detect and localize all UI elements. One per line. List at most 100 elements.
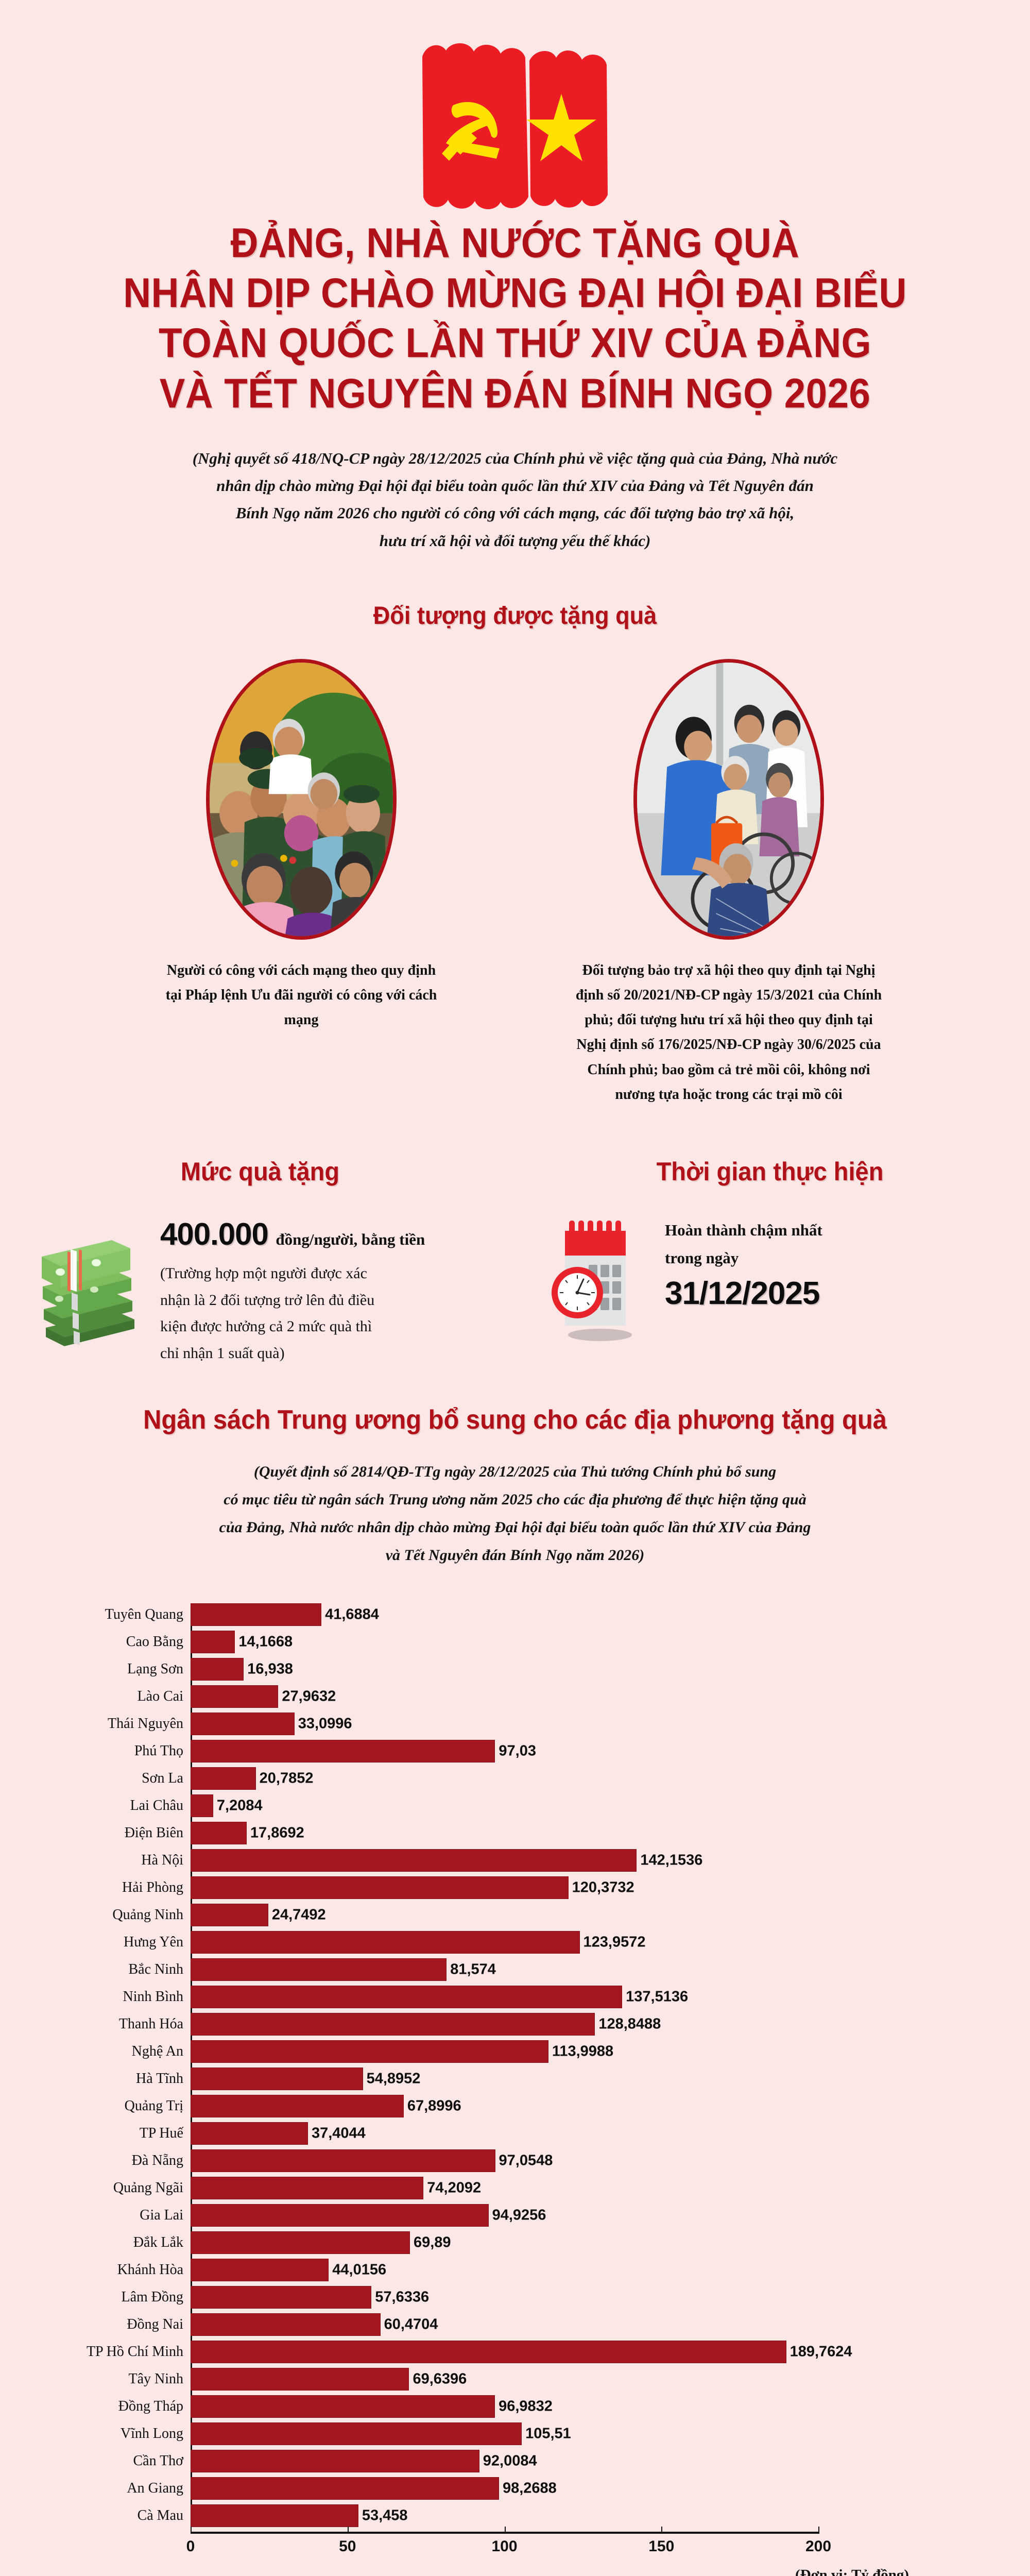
recipients-photo-row: Người có công với cách mạng theo quy địn… [0, 659, 1030, 1107]
chart-bar-row: Cần Thơ 92,0084 [0, 2450, 1030, 2473]
chart-bar [191, 2040, 548, 2063]
subtitle-line-4: hưu trí xã hội và đối tượng yếu thế khác… [379, 531, 651, 550]
chart-bar-label: Quảng Trị [124, 2098, 183, 2114]
subtitle-line-2: nhân dịp chào mừng Đại hội đại biểu toàn… [216, 477, 814, 495]
chart-bar-row: Ninh Bình 137,5136 [0, 1986, 1030, 2009]
budget-note: (Quyết định số 2814/QĐ-TTg ngày 28/12/20… [129, 1458, 901, 1569]
chart-bar-label: Quảng Ninh [112, 1907, 183, 1923]
chart-bar-value: 142,1536 [640, 1852, 703, 1869]
chart-bar-label: Cần Thơ [133, 2453, 183, 2469]
chart-bar-label: Sơn La [142, 1770, 183, 1787]
chart-bar-value: 69,6396 [413, 2370, 467, 2387]
recipient-item-2: Đối tượng bảo trợ xã hội theo quy định t… [576, 659, 882, 1107]
chart-bar [191, 2067, 363, 2091]
budget-heading: Ngân sách Trung ương bổ sung cho các địa… [143, 1405, 887, 1435]
chart-bar-value: 16,938 [247, 1660, 293, 1677]
chart-bar [191, 2504, 358, 2528]
chart-bar-zone: 96,9832 [191, 2395, 1030, 2418]
chart-bar-label: Đồng Tháp [118, 2398, 183, 2415]
chart-bar-row: Tây Ninh 69,6396 [0, 2368, 1030, 2391]
chart-bar-row: Đồng Tháp 96,9832 [0, 2395, 1030, 2418]
veterans-meeting-photo [206, 659, 397, 940]
x-axis-tick-label: 50 [339, 2538, 356, 2555]
chart-bar-value: 33,0996 [298, 1715, 352, 1732]
chart-bar-zone: 54,8952 [191, 2067, 1030, 2091]
chart-bar [191, 1631, 235, 1654]
x-axis-tick-label: 150 [648, 2538, 675, 2555]
title-line-3: TOÀN QUỐC LẦN THỨ XIV CỦA ĐẢNG [159, 320, 871, 367]
chart-bar-value: 60,4704 [384, 2316, 438, 2333]
chart-bar [191, 2259, 329, 2282]
chart-bar-zone: 137,5136 [191, 1986, 1030, 2009]
subtitle-line-1: (Nghị quyết số 418/NQ-CP ngày 28/12/2025… [192, 449, 838, 467]
chart-bar [191, 1876, 569, 1900]
chart-bar-label: Vĩnh Long [120, 2426, 183, 2442]
chart-bar [191, 1740, 495, 1763]
recipients-heading: Đối tượng được tặng quà [373, 602, 657, 630]
chart-bar-zone: 105,51 [191, 2422, 1030, 2446]
x-axis-tick-label: 0 [186, 2538, 195, 2555]
chart-bar-zone: 67,8996 [191, 2095, 1030, 2118]
chart-bar-value: 37,4044 [311, 2125, 366, 2142]
chart-bar-row: TP Huế 37,4044 [0, 2122, 1030, 2145]
chart-bar-row: Thái Nguyên 33,0996 [0, 1713, 1030, 1736]
title-line-2: NHÂN DỊP CHÀO MỪNG ĐẠI HỘI ĐẠI BIỂU [123, 270, 907, 317]
chart-bar-row: Đắk Lắk 69,89 [0, 2231, 1030, 2255]
chart-bar-zone: 142,1536 [191, 1849, 1030, 1872]
chart-bar [191, 2341, 786, 2364]
chart-bar-label: Hà Nội [141, 1852, 183, 1869]
chart-bar-zone: 97,0548 [191, 2149, 1030, 2173]
chart-bar-zone: 27,9632 [191, 1685, 1030, 1708]
chart-bar [191, 2204, 489, 2227]
chart-rows: Tuyên Quang 41,6884 Cao Bằng 14,1668 Lạng Sơ… [0, 1603, 1030, 2528]
chart-bar-zone: 57,6336 [191, 2286, 1030, 2309]
chart-bar-zone: 37,4044 [191, 2122, 1030, 2145]
chart-bar-row: Hải Phòng 120,3732 [0, 1876, 1030, 1900]
calendar-clock-icon [548, 1213, 651, 1344]
budget-bar-chart: Tuyên Quang 41,6884 Cao Bằng 14,1668 Lạng Sơ… [0, 1603, 1030, 2576]
chart-bar-value: 97,03 [499, 1742, 536, 1759]
chart-bar-zone: 33,0996 [191, 1713, 1030, 1736]
chart-bar [191, 1958, 447, 1981]
budget-note-line-3: của Đảng, Nhà nước nhân dịp chào mừng Đạ… [219, 1519, 811, 1536]
chart-bar-row: Đà Nẵng 97,0548 [0, 2149, 1030, 2173]
x-axis-tick [347, 2527, 349, 2534]
chart-bar-row: Tuyên Quang 41,6884 [0, 1603, 1030, 1626]
chart-bar [191, 2368, 409, 2391]
chart-bar-zone: 81,574 [191, 1958, 1030, 1981]
chart-bar-row: Vĩnh Long 105,51 [0, 2422, 1030, 2446]
chart-bar-value: 120,3732 [572, 1879, 634, 1896]
chart-bar-label: Lạng Sơn [127, 1661, 183, 1677]
chart-bar-zone: 123,9572 [191, 1931, 1030, 1954]
chart-bar-value: 74,2092 [427, 2179, 482, 2196]
timeline-line-2: trong ngày [665, 1248, 739, 1267]
chart-bar-zone: 41,6884 [191, 1603, 1030, 1626]
chart-bar-zone: 24,7492 [191, 1904, 1030, 1927]
chart-bar-label: Đà Nẵng [131, 2153, 183, 2169]
chart-bar-label: Ninh Bình [123, 1989, 183, 2005]
chart-bar-zone: 44,0156 [191, 2259, 1030, 2282]
chart-bar [191, 1931, 580, 1954]
chart-bar-label: Cà Mau [137, 2507, 183, 2524]
chart-bar [191, 2095, 404, 2118]
chart-bar-value: 67,8996 [407, 2097, 461, 2114]
chart-bar [191, 1794, 213, 1818]
chart-bar [191, 2177, 424, 2200]
chart-bar-label: Đắk Lắk [133, 2234, 183, 2251]
money-stack-icon [39, 1213, 147, 1358]
chart-bar-value: 54,8952 [366, 2070, 421, 2087]
social-care-center-photo [633, 659, 824, 940]
chart-bar-value: 128,8488 [598, 2015, 661, 2032]
chart-x-axis: 0 50 100 150 200 [186, 2527, 831, 2563]
chart-bar-row: Quảng Ninh 24,7492 [0, 1904, 1030, 1927]
flag-container [0, 0, 1030, 212]
timeline-heading: Thời gian thực hiện [656, 1157, 884, 1186]
chart-bar-row: Hà Tĩnh 54,8952 [0, 2067, 1030, 2091]
x-axis-tick-label: 100 [491, 2538, 518, 2555]
chart-unit-note: (Đơn vị: Tỷ đồng) [795, 2567, 909, 2576]
chart-bar-row: TP Hồ Chí Minh 189,7624 [0, 2341, 1030, 2364]
chart-bar-row: Đồng Nai 60,4704 [0, 2313, 1030, 2336]
chart-bar-label: Tuyên Quang [105, 1606, 183, 1623]
chart-bar-zone: 113,9988 [191, 2040, 1030, 2063]
